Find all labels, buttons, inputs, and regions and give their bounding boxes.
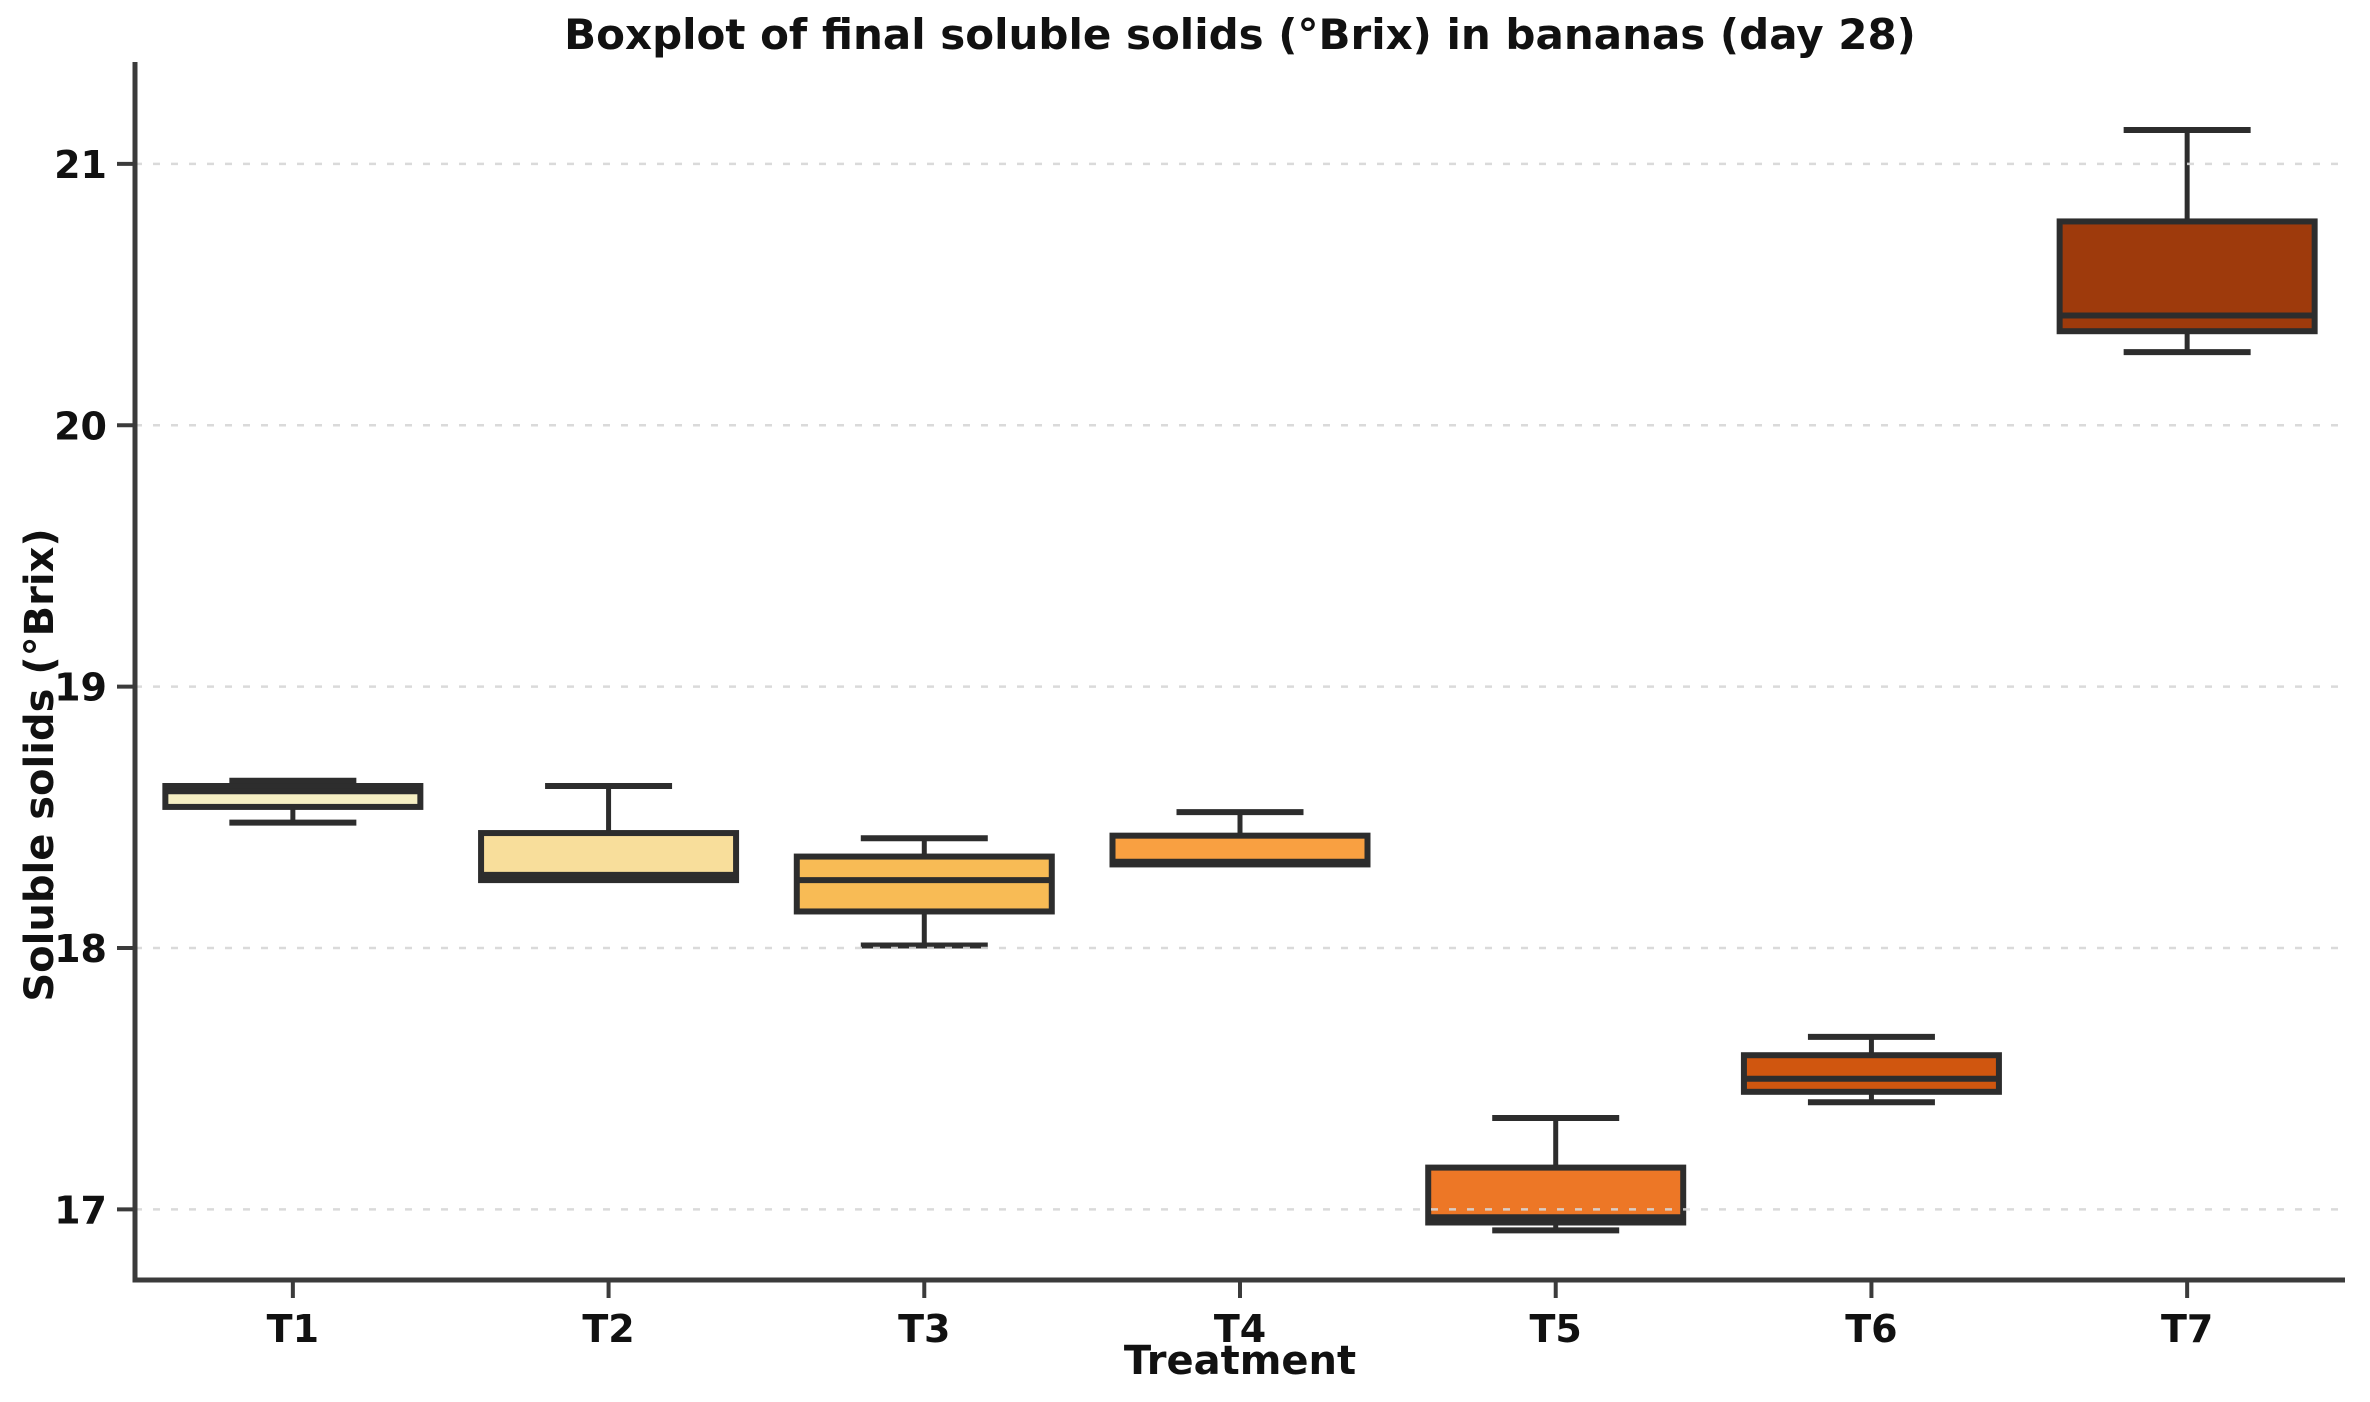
box-T3 <box>793 835 1055 949</box>
y-tick-label: 17 <box>54 1188 107 1232</box>
y-tick-label: 19 <box>54 666 107 710</box>
x-axis-label: Treatment <box>1123 1338 1357 1384</box>
iqr-box <box>793 853 1055 915</box>
axes-layer: 17 18 19 20 21 T1 T2 T3 T4 T5 T6 T7 <box>54 62 2345 1351</box>
gridlines-layer <box>135 162 2345 1211</box>
x-tick-label: T2 <box>582 1307 634 1351</box>
x-tick-label: T3 <box>898 1307 950 1351</box>
y-tick-label: 18 <box>54 927 107 971</box>
y-tick-label: 21 <box>54 143 107 187</box>
box-T4 <box>1109 809 1371 868</box>
x-tick-label: T4 <box>1214 1307 1266 1351</box>
iqr-box <box>1740 1052 2002 1095</box>
box-T6 <box>1740 1033 2002 1106</box>
x-tick-label: T7 <box>2161 1307 2213 1351</box>
x-tick-label: T5 <box>1530 1307 1582 1351</box>
y-tick-label: 20 <box>54 404 107 448</box>
x-tick-label: T1 <box>267 1307 319 1351</box>
box-T7 <box>2056 126 2318 356</box>
boxes-layer <box>162 126 2318 1234</box>
chart-title: Boxplot of final soluble solids (°Brix) … <box>564 10 1916 59</box>
box-T1 <box>162 777 424 826</box>
box-T5 <box>1425 1114 1687 1234</box>
box-T2 <box>478 783 740 884</box>
iqr-box <box>1425 1164 1687 1226</box>
x-tick-label: T6 <box>1845 1307 1897 1351</box>
